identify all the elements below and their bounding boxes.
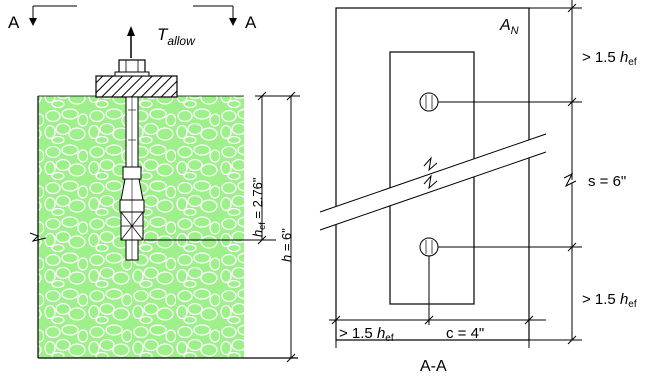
anchor-plan-top — [419, 92, 582, 112]
section-cut-right: A — [193, 5, 257, 32]
expansion-anchor — [119, 96, 145, 261]
section-label-a-right: A — [245, 13, 257, 32]
projected-area-label: AN — [499, 17, 519, 37]
left-edge-distance-label: > 1.5 hef — [339, 325, 394, 344]
plan-vertical-dimension — [529, 0, 582, 345]
tension-load-arrow — [127, 26, 135, 58]
section-cut-left: A — [8, 5, 77, 32]
base-plate — [95, 75, 178, 98]
hef-dimension-label: hef = 2.76" — [250, 177, 267, 237]
member-break-band — [319, 133, 547, 231]
bottom-edge-distance-label: > 1.5 hef — [582, 291, 637, 310]
anchor-spacing-label: s = 6" — [588, 173, 626, 190]
anchor-plan-bottom — [419, 237, 582, 325]
section-title: A-A — [420, 358, 447, 375]
plan-horizontal-dimension — [329, 315, 546, 348]
edge-c-label: c = 4" — [446, 325, 484, 342]
break-symbol-left — [29, 232, 47, 242]
depth-dimension-label: h = 6" — [279, 228, 294, 262]
hef-dimension — [255, 91, 300, 245]
section-label-a-left: A — [8, 13, 20, 32]
anchor-nut — [114, 59, 150, 77]
top-edge-distance-label: > 1.5 hef — [582, 49, 637, 68]
tension-load-label: Tallow — [157, 25, 196, 48]
depth-dimension — [38, 91, 298, 363]
